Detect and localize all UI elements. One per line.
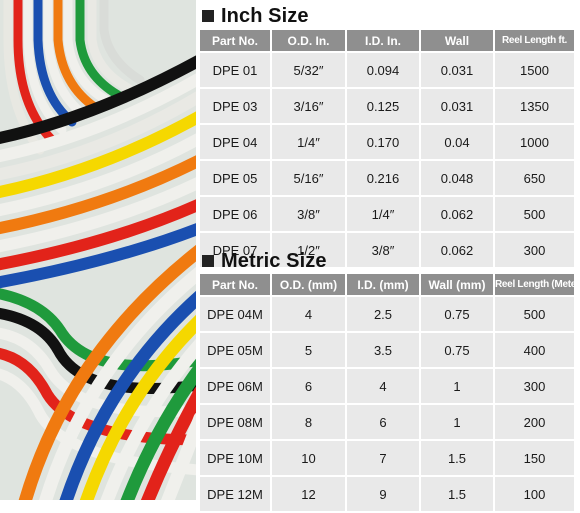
part-number-cell: DPE 06M bbox=[200, 369, 270, 403]
table-row: DPE 07 1/2″ 3/8″ 0.062 300 bbox=[200, 233, 574, 267]
table-cell: 5/16″ bbox=[272, 161, 345, 195]
table-cell: 1 bbox=[421, 405, 493, 439]
table-row: DPE 05M 5 3.5 0.75 400 bbox=[200, 333, 574, 367]
table-cell: 0.031 bbox=[421, 53, 493, 87]
table-cell: 1350 bbox=[495, 89, 574, 123]
table-header-row: Part No. O.D. (mm) I.D. (mm) Wall (mm) R… bbox=[200, 274, 580, 295]
table-cell: 3.5 bbox=[347, 333, 419, 367]
table-cell: 1 bbox=[421, 369, 493, 403]
part-number-cell: DPE 10M bbox=[200, 441, 270, 475]
table-cell: 0.04 bbox=[421, 125, 493, 159]
table-cell: 300 bbox=[495, 233, 574, 267]
column-header: Reel Length (Meter) bbox=[495, 274, 580, 295]
table-cell: 9 bbox=[347, 477, 419, 511]
table-cell: 0.048 bbox=[421, 161, 493, 195]
table-row: DPE 06M 6 4 1 300 bbox=[200, 369, 574, 403]
table-cell: 3/8″ bbox=[347, 233, 419, 267]
table-cell: 5 bbox=[272, 333, 345, 367]
table-cell: 2.5 bbox=[347, 297, 419, 331]
part-number-cell: DPE 04 bbox=[200, 125, 270, 159]
table-row: DPE 10M 10 7 1.5 150 bbox=[200, 441, 574, 475]
table-cell: 12 bbox=[272, 477, 345, 511]
table-cell: 200 bbox=[495, 405, 574, 439]
table-cell: 400 bbox=[495, 333, 574, 367]
tubing-photo bbox=[0, 0, 196, 500]
table-cell: 650 bbox=[495, 161, 574, 195]
table-row: DPE 06 3/8″ 1/4″ 0.062 500 bbox=[200, 197, 574, 231]
table-cell: 0.094 bbox=[347, 53, 419, 87]
metric-size-heading: Metric Size bbox=[202, 248, 327, 274]
column-header: O.D. In. bbox=[272, 30, 345, 51]
part-number-cell: DPE 08M bbox=[200, 405, 270, 439]
table-cell: 1.5 bbox=[421, 477, 493, 511]
table-cell: 6 bbox=[272, 369, 345, 403]
table-cell: 0.062 bbox=[421, 233, 493, 267]
column-header: O.D. (mm) bbox=[272, 274, 345, 295]
inch-size-table: Part No. O.D. In. I.D. In. Wall Reel Len… bbox=[198, 28, 576, 269]
column-header: Reel Length ft. bbox=[495, 30, 574, 51]
table-cell: 1/4″ bbox=[272, 125, 345, 159]
table-cell: 8 bbox=[272, 405, 345, 439]
table-header-row: Part No. O.D. In. I.D. In. Wall Reel Len… bbox=[200, 30, 574, 51]
heading-bullet-icon bbox=[202, 10, 214, 22]
table-row: DPE 12M 12 9 1.5 100 bbox=[200, 477, 574, 511]
table-cell: 3/16″ bbox=[272, 89, 345, 123]
table-row: DPE 03 3/16″ 0.125 0.031 1350 bbox=[200, 89, 574, 123]
inch-size-heading: Inch Size bbox=[202, 3, 309, 29]
table-row: DPE 04 1/4″ 0.170 0.04 1000 bbox=[200, 125, 574, 159]
table-cell: 3/8″ bbox=[272, 197, 345, 231]
column-header: Part No. bbox=[200, 274, 270, 295]
table-cell: 150 bbox=[495, 441, 574, 475]
table-cell: 1/2″ bbox=[272, 233, 345, 267]
table-cell: 4 bbox=[347, 369, 419, 403]
table-cell: 1500 bbox=[495, 53, 574, 87]
column-header: Wall bbox=[421, 30, 493, 51]
part-number-cell: DPE 12M bbox=[200, 477, 270, 511]
table-cell: 0.031 bbox=[421, 89, 493, 123]
heading-bullet-icon bbox=[202, 255, 214, 267]
table-cell: 300 bbox=[495, 369, 574, 403]
metric-size-table: Part No. O.D. (mm) I.D. (mm) Wall (mm) R… bbox=[198, 272, 580, 513]
table-cell: 0.062 bbox=[421, 197, 493, 231]
table-cell: 10 bbox=[272, 441, 345, 475]
table-cell: 0.75 bbox=[421, 297, 493, 331]
part-number-cell: DPE 06 bbox=[200, 197, 270, 231]
table-row: DPE 04M 4 2.5 0.75 500 bbox=[200, 297, 574, 331]
table-cell: 0.170 bbox=[347, 125, 419, 159]
table-row: DPE 08M 8 6 1 200 bbox=[200, 405, 574, 439]
column-header: Wall (mm) bbox=[421, 274, 493, 295]
part-number-cell: DPE 05M bbox=[200, 333, 270, 367]
table-cell: 1.5 bbox=[421, 441, 493, 475]
column-header: I.D. In. bbox=[347, 30, 419, 51]
part-number-cell: DPE 04M bbox=[200, 297, 270, 331]
table-cell: 7 bbox=[347, 441, 419, 475]
table-cell: 0.216 bbox=[347, 161, 419, 195]
column-header: Part No. bbox=[200, 30, 270, 51]
table-row: DPE 05 5/16″ 0.216 0.048 650 bbox=[200, 161, 574, 195]
table-cell: 500 bbox=[495, 197, 574, 231]
table-cell: 100 bbox=[495, 477, 574, 511]
part-number-cell: DPE 03 bbox=[200, 89, 270, 123]
table-cell: 4 bbox=[272, 297, 345, 331]
table-cell: 0.75 bbox=[421, 333, 493, 367]
table-row: DPE 01 5/32″ 0.094 0.031 1500 bbox=[200, 53, 574, 87]
column-header: I.D. (mm) bbox=[347, 274, 419, 295]
part-number-cell: DPE 01 bbox=[200, 53, 270, 87]
table-cell: 500 bbox=[495, 297, 574, 331]
spec-panel: Inch Size Part No. O.D. In. I.D. In. Wal… bbox=[198, 0, 580, 511]
part-number-cell: DPE 05 bbox=[200, 161, 270, 195]
table-cell: 1/4″ bbox=[347, 197, 419, 231]
table-cell: 1000 bbox=[495, 125, 574, 159]
table-cell: 6 bbox=[347, 405, 419, 439]
table-cell: 5/32″ bbox=[272, 53, 345, 87]
table-cell: 0.125 bbox=[347, 89, 419, 123]
